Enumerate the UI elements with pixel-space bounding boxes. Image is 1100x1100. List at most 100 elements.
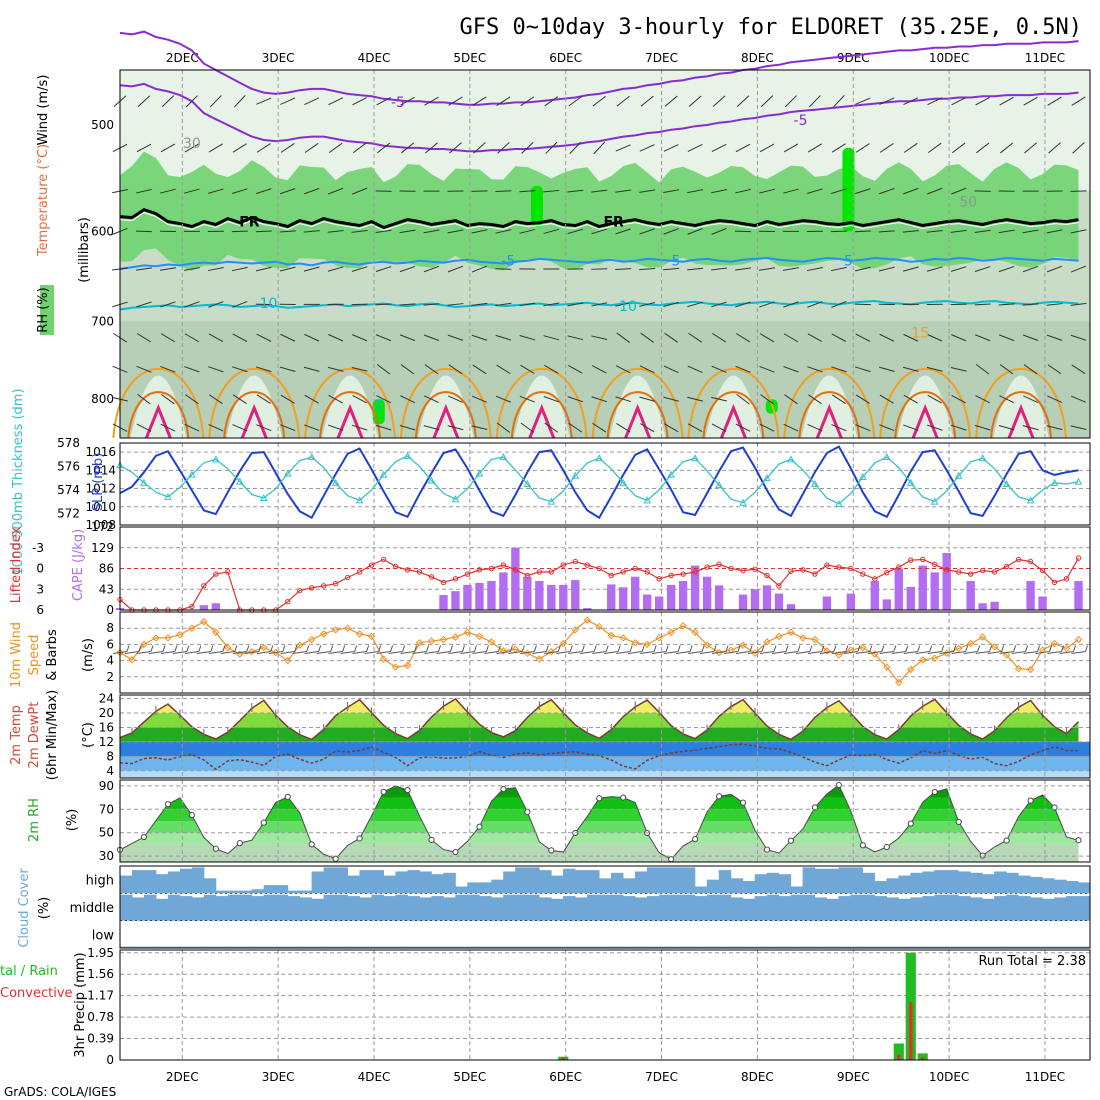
wind-barb [399,334,416,342]
thickness-marker [475,469,484,477]
thickness-axis-label: 1000-500mb Thickness (dm) [11,388,26,575]
wind-barb-flag [150,645,154,652]
cloud-cell [407,896,420,921]
wind-speed-point [379,655,388,663]
cloud-cell [706,894,720,921]
isotherm-5 [119,256,1079,270]
cloud-cell [634,871,648,894]
wind-speed-point [260,643,268,652]
isotherm-25-peak [240,403,268,439]
wind-barb [855,333,871,342]
top-date-label: 4DEC [358,51,391,65]
wind-barb [519,228,536,234]
cape-bar [475,582,484,610]
cloud-cell [143,870,157,894]
wind-barb [1046,265,1063,273]
cloud-cell [120,875,133,894]
cloud-cell [874,946,887,948]
wind-barb [783,423,799,432]
wind-barb [521,141,534,154]
wind-barb [664,651,679,654]
wind-barb [950,367,967,372]
slp-tick-label: 1010 [85,500,116,514]
wind-barb [1072,142,1085,154]
wind-barb [831,424,847,432]
cloud-cell [599,878,612,894]
wind-speed-point [307,635,316,644]
wind-barb [388,651,403,654]
wind-barb [903,394,918,404]
wind-barb [1071,364,1086,375]
wind-barb-flag [581,645,585,652]
cloud-axis-label: Cloud Cover [17,868,32,948]
wind-barb [771,651,787,654]
cloud-cell [1078,896,1091,921]
cloud-cell [527,894,540,921]
wind-barb [1048,142,1061,154]
wind-speed-point [1002,651,1011,659]
wind-speed-point [787,628,795,636]
wind-speed-point [439,635,448,644]
wind-barb-flag [941,645,945,652]
wind-barb [136,143,152,153]
wind-barb [688,332,703,343]
wind-barb [208,394,223,405]
wind-barb [975,395,991,404]
wind-barb [135,230,152,233]
precip-panel: 0 0.39 0.78 1.17 1.56 1.95 Run Total = 2.38 tal… [0,946,1091,1067]
cloud-cell [742,881,756,894]
isotherm-20-arch [702,391,765,439]
wind-barb [879,143,894,153]
wind-barb [328,394,343,404]
thickness-marker [978,454,987,462]
lifted-index-point [584,562,590,568]
cloud-cell [934,894,947,921]
cloud-cell [167,871,181,894]
wind-barb [879,333,895,342]
wind-barb [280,188,296,195]
precip-axis-label: 3hr Precip (mm) [73,952,88,1057]
wind-barb [1070,334,1087,341]
lifted-index-point [860,571,866,577]
isotherm-15-arch [495,368,588,439]
wind-barb [519,395,536,403]
cloud-cell [575,870,588,894]
cloud-cell [622,896,636,921]
wind-barb [903,333,919,342]
cloud-cell [347,896,361,921]
wind-barb [795,651,811,654]
wind-barb [903,651,918,654]
wind-barb [926,230,943,233]
wind-barb [783,301,799,308]
wind-barb [950,424,967,431]
isotherm-25-peak [624,403,651,439]
wind-barb [975,97,990,106]
cloud-cell [371,870,384,894]
wind-barb-flag [473,645,477,652]
date-axis: 2DEC 2DEC 3DEC 3DEC 4DEC 4DEC 5DEC 5DEC 6DEC 6DEC… [166,51,1065,1084]
wind-barb-flag [138,645,142,652]
wind-barb-flag [821,645,825,652]
wind-barb-flag [1013,645,1017,652]
slp-tick-label: 1012 [85,482,116,496]
cloud-cell [874,896,887,921]
cloud-cell [742,946,756,948]
wind-speed-point [296,641,304,649]
wind-barb [484,651,499,654]
precip-convective-legend: Convective [0,986,73,1001]
cloud-cell [1078,882,1091,894]
wind-barb [855,188,871,195]
wind-barb [687,301,703,308]
cloud-cell [467,946,480,948]
wind-barb [376,142,391,154]
cloud-cell [730,897,744,921]
temp-tick-label: 24 [99,692,114,706]
wind-barb [567,335,584,341]
cloud-cell [646,946,660,948]
wind-barb-flag [450,645,453,652]
wind-barb [759,301,775,308]
wind-barb [256,394,271,404]
wind-barb [496,96,511,106]
wind-barb [255,230,272,233]
wind-barb [496,364,511,374]
